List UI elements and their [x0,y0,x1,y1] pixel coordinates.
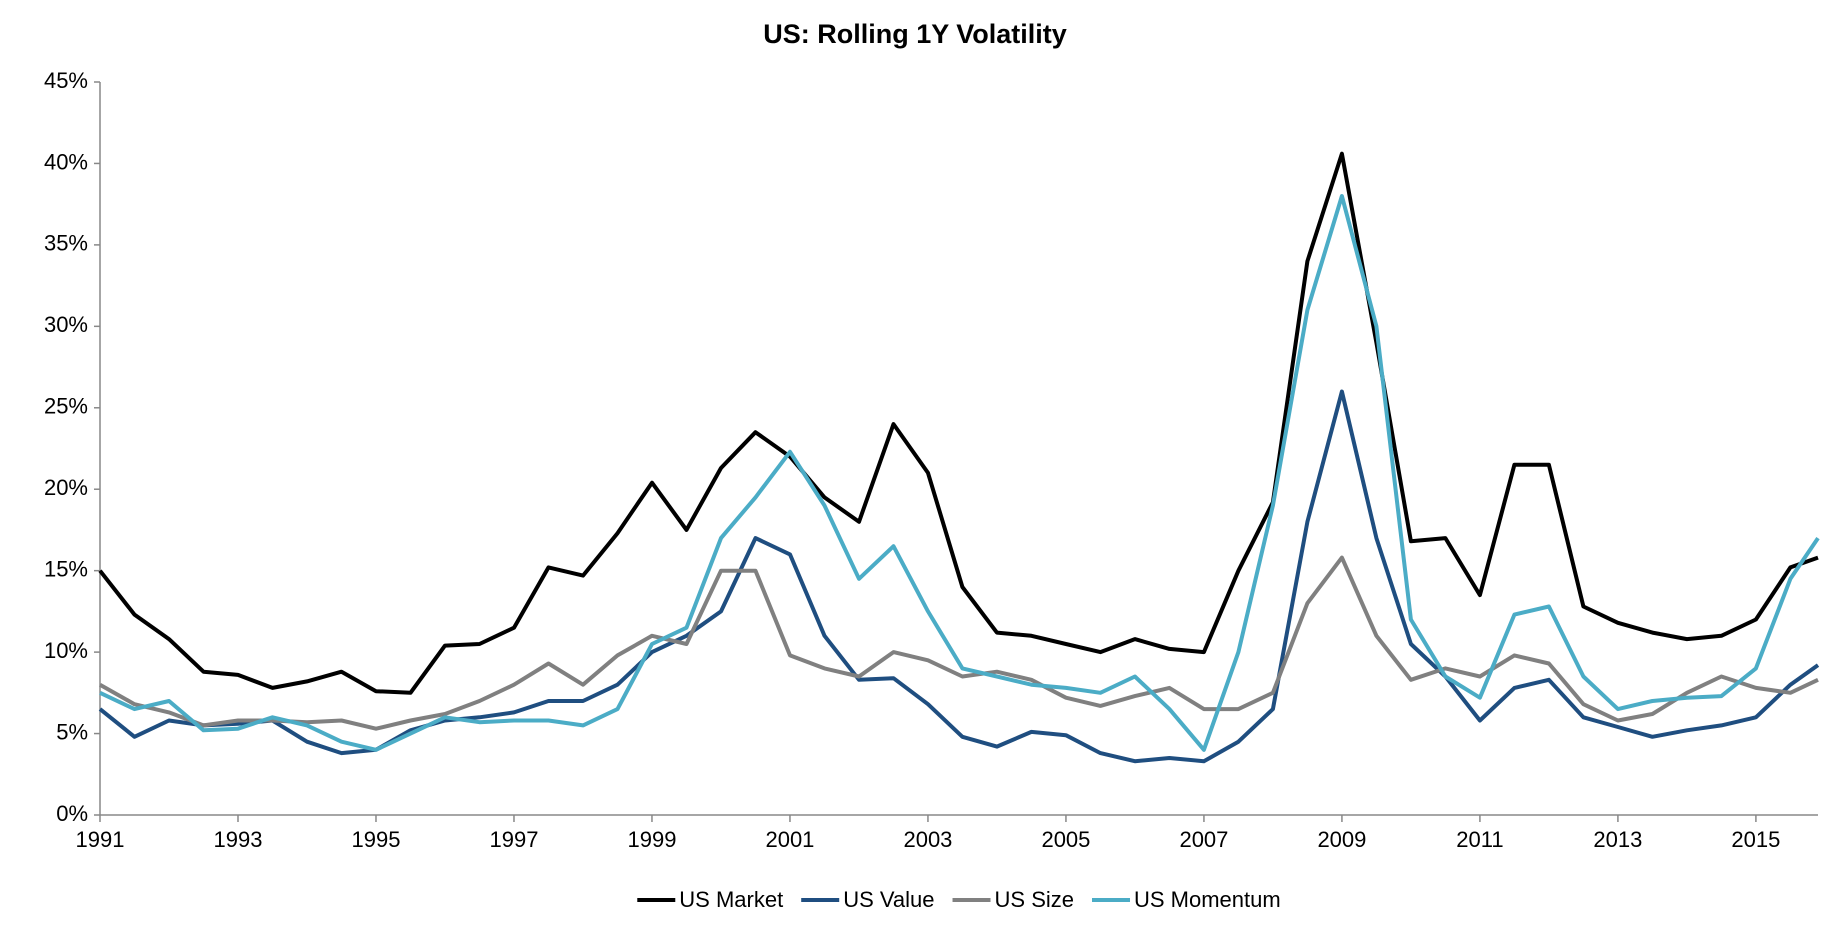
y-tick-label: 35% [44,231,88,256]
legend-label: US Market [679,887,783,912]
y-tick-label: 0% [56,801,88,826]
y-tick-label: 30% [44,312,88,337]
x-tick-label: 2003 [903,827,952,852]
x-tick-label: 1993 [214,827,263,852]
y-tick-label: 25% [44,394,88,419]
series-line [99,555,1819,731]
x-tick-label: 2001 [765,827,814,852]
series-line [99,194,1820,752]
legend-label: US Value [843,887,934,912]
x-tick-label: 1995 [352,827,401,852]
x-tick-label: 2011 [1456,827,1503,852]
x-tick-label: 2009 [1317,827,1366,852]
x-tick-label: 2015 [1731,827,1780,852]
y-tick-label: 5% [56,719,88,744]
legend-label: US Momentum [1134,887,1281,912]
x-tick-label: 1997 [489,827,538,852]
chart-title: US: Rolling 1Y Volatility [763,19,1067,49]
x-tick-label: 1991 [76,827,125,852]
legend: US Market US Value US Size US Momentum [637,887,1281,912]
x-tick-label: 2007 [1179,827,1228,852]
legend-label: US Size [995,887,1074,912]
x-tick-label: 1999 [627,827,676,852]
y-tick-label: 10% [44,638,88,663]
y-tick-label: 40% [44,149,88,174]
x-tick-label: 2013 [1593,827,1642,852]
y-tick-label: 20% [44,475,88,500]
y-tick-label: 45% [44,68,88,93]
series-line [98,151,1819,695]
x-tick-label: 2005 [1041,827,1090,852]
y-tick-label: 15% [44,556,88,581]
